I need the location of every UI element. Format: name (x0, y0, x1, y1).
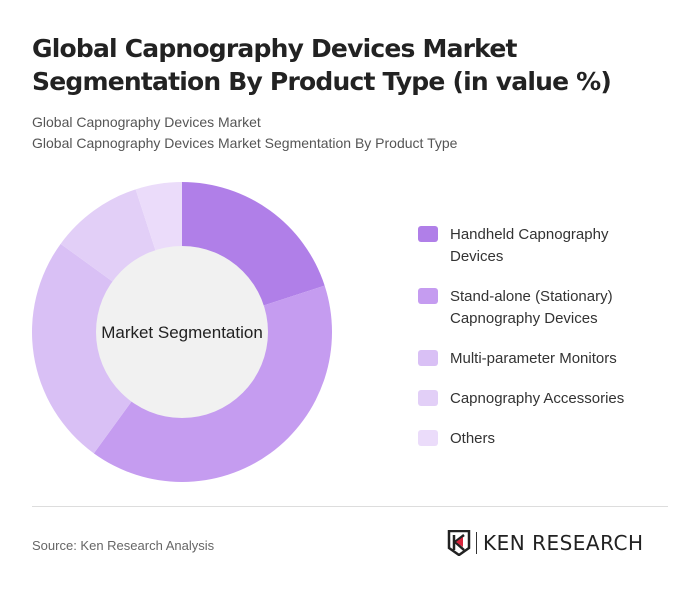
donut-center (96, 246, 268, 418)
legend-swatch (418, 288, 438, 304)
legend-swatch (418, 350, 438, 366)
legend-label: Capnography Accessories (450, 390, 625, 407)
source-note: Source: Ken Research Analysis (32, 538, 215, 553)
logo-text: KEN RESEARCH (483, 531, 644, 555)
legend-swatch (418, 430, 438, 446)
legend-item: Stand-alone (Stationary) Capnography Dev… (418, 286, 658, 330)
legend-label: Stand-alone (Stationary) Capnography Dev… (450, 288, 613, 327)
legend-item: Handheld Capnography Devices (418, 224, 658, 268)
center-label: Market Segmentation (101, 323, 263, 342)
legend-label: Others (450, 430, 496, 447)
donut-chart: Market Segmentation (32, 182, 332, 482)
legend-label: Multi-parameter Monitors (450, 350, 617, 367)
chart-title: Global Capnography Devices Market Segmen… (32, 34, 612, 96)
legend-swatch (418, 226, 438, 242)
legend-item: Capnography Accessories (418, 388, 658, 410)
legend-swatch (418, 390, 438, 406)
legend-item: Multi-parameter Monitors (418, 348, 658, 370)
subtitle-market: Global Capnography Devices Market (32, 114, 261, 130)
ken-research-logo: KEN RESEARCH (447, 530, 644, 556)
ken-logo-icon (447, 530, 471, 556)
subtitle-segmentation: Global Capnography Devices Market Segmen… (32, 135, 458, 151)
legend-label: Handheld Capnography Devices (450, 226, 609, 265)
divider (32, 506, 668, 507)
legend: Handheld Capnography Devices Stand-alone … (418, 224, 658, 468)
legend-item: Others (418, 428, 658, 450)
